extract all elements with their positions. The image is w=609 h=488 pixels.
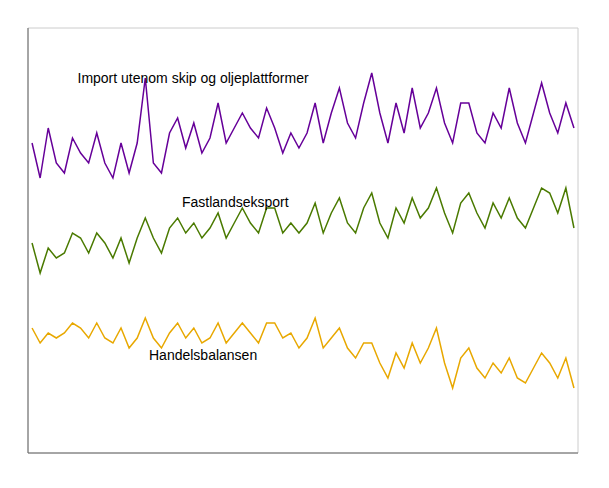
svg-text:Fastlandseksport: Fastlandseksport bbox=[182, 194, 289, 210]
svg-text:Import utenom skip og oljeplat: Import utenom skip og oljeplattformer bbox=[78, 70, 309, 86]
svg-text:Handelsbalansen: Handelsbalansen bbox=[149, 347, 257, 363]
